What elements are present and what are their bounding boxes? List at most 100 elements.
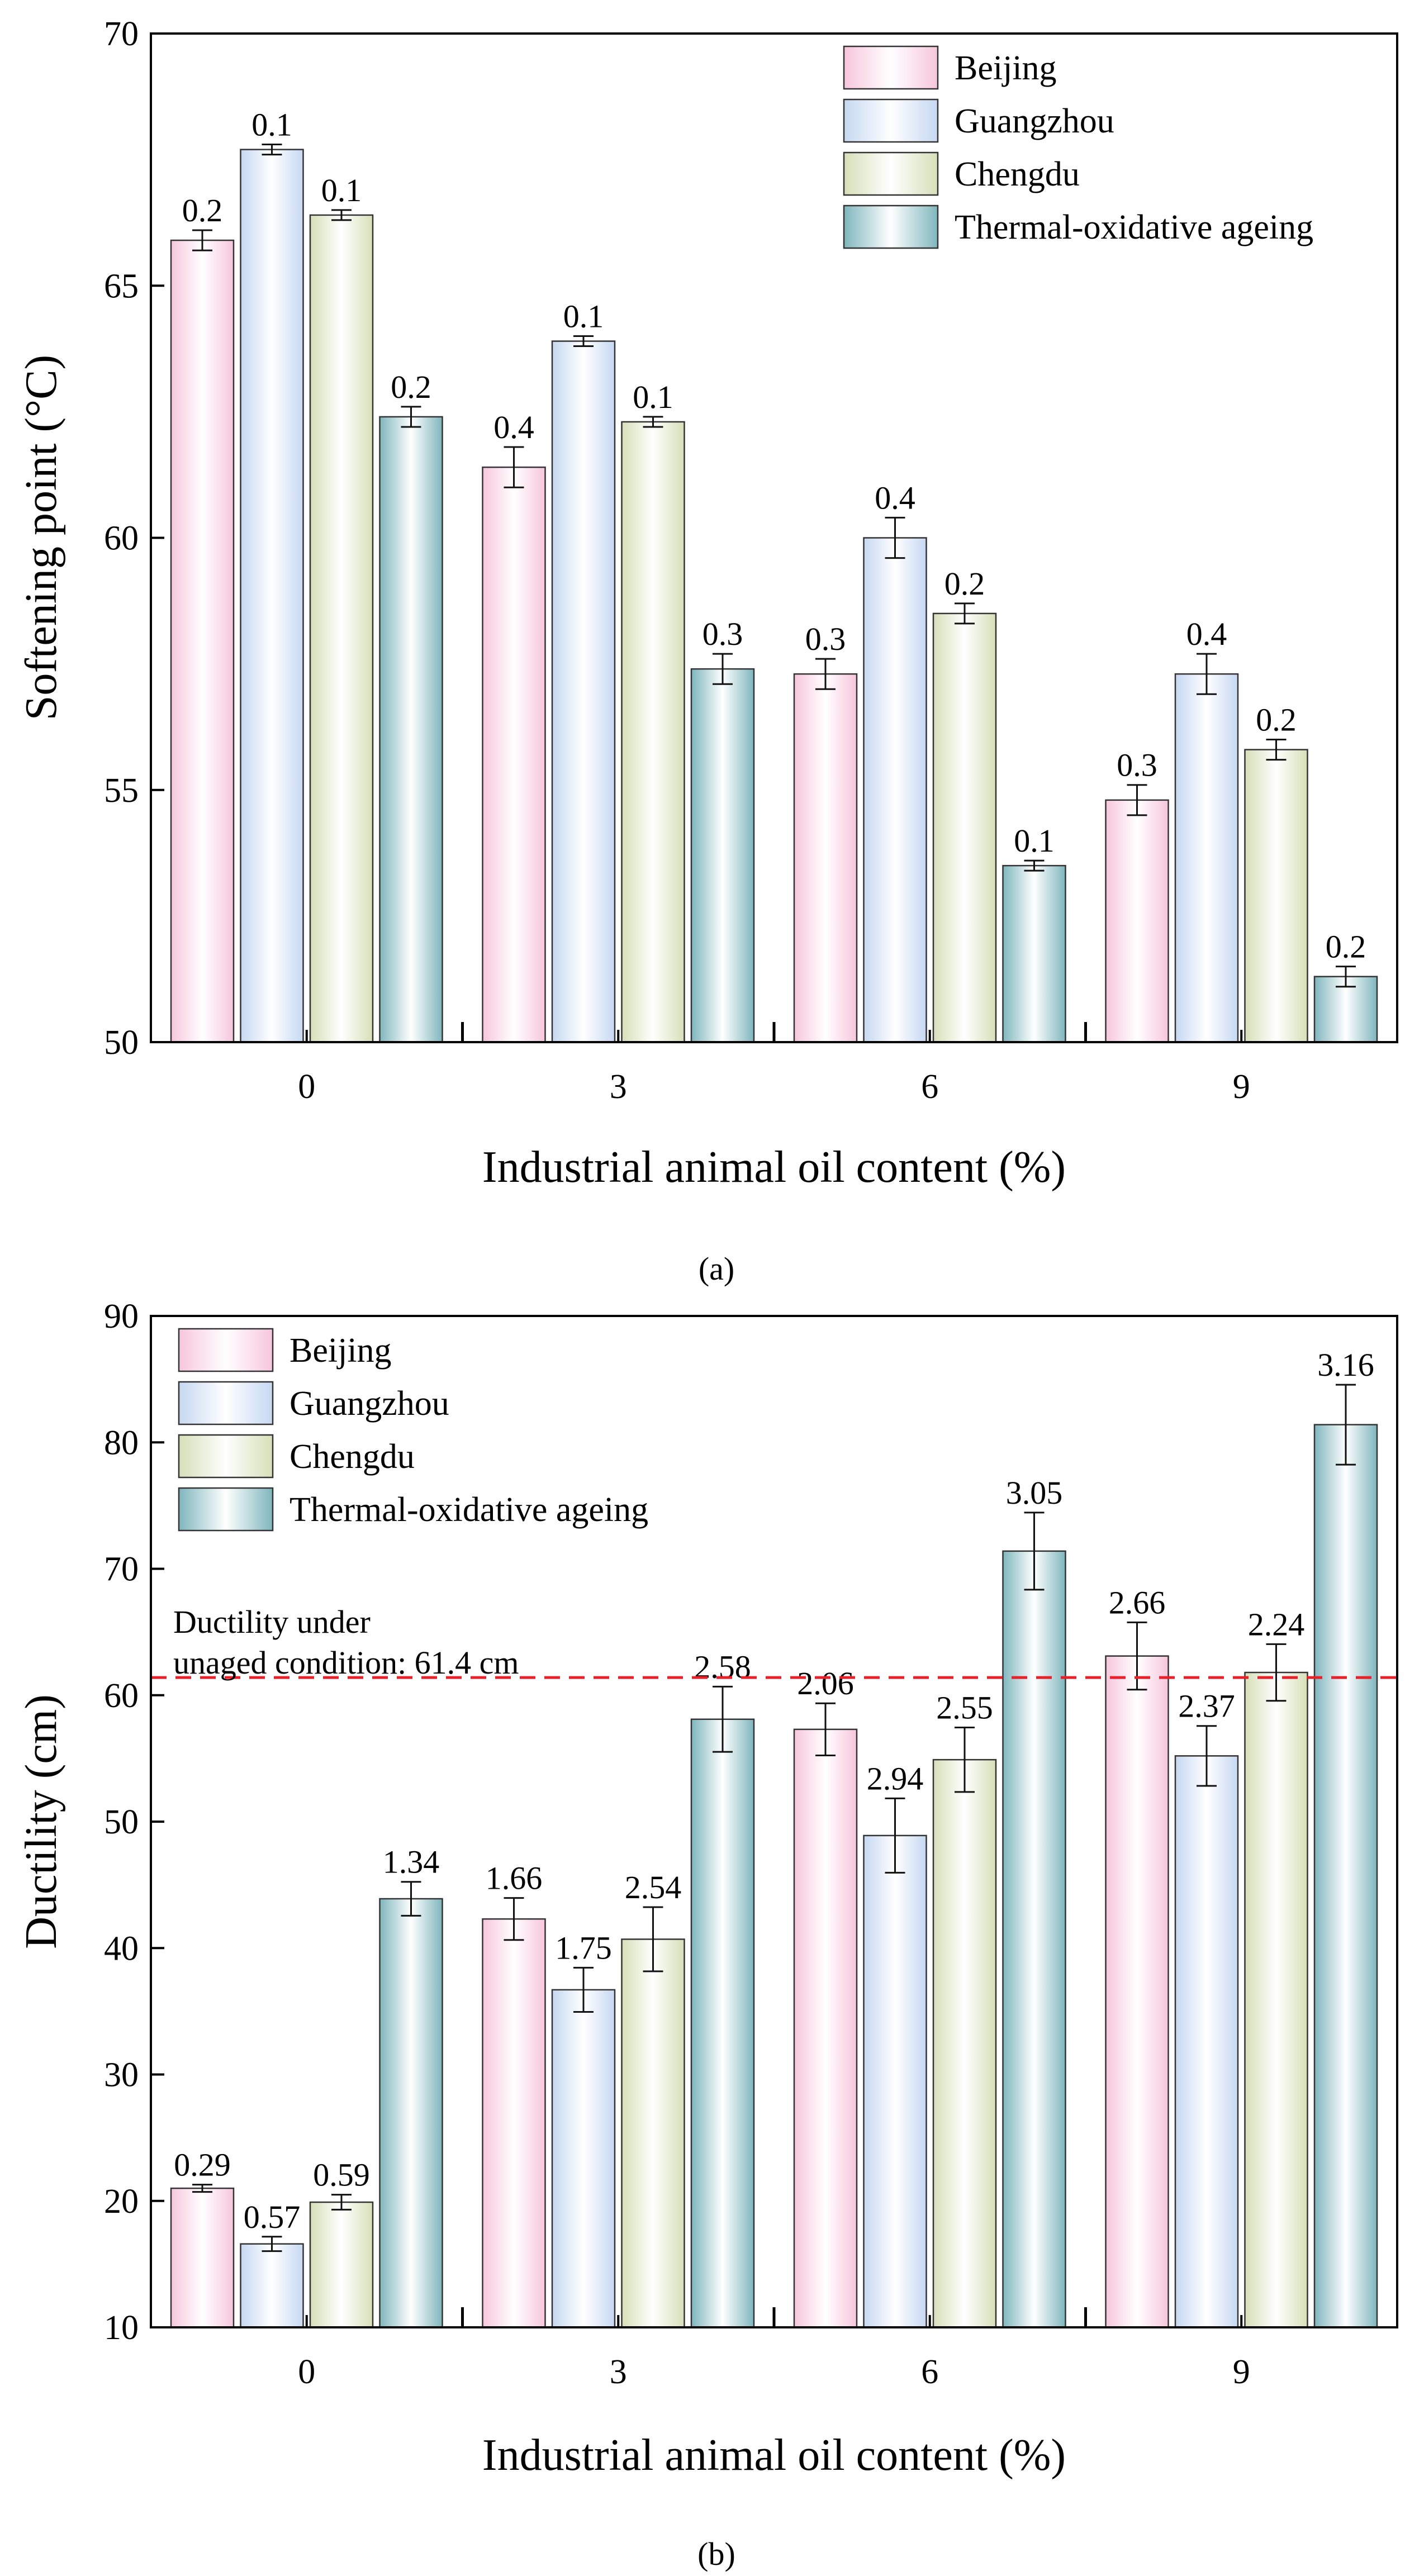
- chart-b-xtick-label: 0: [298, 2353, 315, 2391]
- chart-b-error-label: 2.55: [936, 1689, 993, 1726]
- chart-b-xtick-label: 9: [1233, 2353, 1250, 2391]
- chart-b-legend-label-beijing: Beijing: [289, 1332, 392, 1370]
- chart-a-xtick-label: 0: [298, 1068, 315, 1106]
- chart-a-legend-label-guangzhou: Guangzhou: [955, 102, 1114, 140]
- chart-a-error-label: 0.1: [633, 379, 673, 415]
- chart-b-xtick-label: 3: [610, 2353, 627, 2391]
- chart-a-legend-swatch-beijing: [843, 45, 939, 90]
- chart-b-bar-chengdu-6: [932, 1758, 997, 2328]
- chart-a-error-label: 0.2: [182, 192, 223, 229]
- chart-b-legend-swatch-thermal-oxidative-ageing: [178, 1487, 274, 1532]
- chart-a-bar-guangzhou-3: [551, 340, 616, 1043]
- chart-b-bar-thermal-oxidative-ageing-0: [379, 1898, 443, 2328]
- chart-a-error-label: 0.2: [1256, 702, 1297, 738]
- chart-b-bar-thermal-oxidative-ageing-3: [690, 1718, 755, 2328]
- chart-b-error-label: 2.06: [797, 1665, 854, 1702]
- chart-b-ylabel: Ductility (cm): [17, 1694, 66, 1948]
- chart-a-xtick-label: 9: [1233, 1068, 1250, 1106]
- chart-b-bar-guangzhou-0: [240, 2243, 304, 2328]
- chart-b-ytick-label: 50: [104, 1803, 139, 1841]
- chart-a-bar-beijing-3: [482, 466, 546, 1043]
- chart-a-bar-thermal-oxidative-ageing-6: [1002, 864, 1066, 1043]
- chart-a-legend-label-beijing: Beijing: [955, 49, 1057, 87]
- chart-b-error-label: 0.57: [244, 2199, 301, 2235]
- chart-b-legend-label-thermal-oxidative-ageing: Thermal-oxidative ageing: [289, 1491, 648, 1529]
- chart-a-error-label: 0.1: [1014, 823, 1055, 859]
- chart-a-bars: [170, 149, 1378, 1043]
- chart-b-error-label: 0.29: [174, 2147, 231, 2183]
- chart-a-error-label: 0.1: [251, 107, 292, 143]
- chart-b-bar-chengdu-0: [309, 2201, 374, 2328]
- chart-a-error-label: 0.2: [944, 565, 985, 602]
- chart-b-error-label: 2.37: [1178, 1688, 1235, 1724]
- chart-a-error-label: 0.1: [321, 172, 362, 208]
- chart-b-error-label: 3.16: [1317, 1347, 1374, 1383]
- chart-a-error-label: 0.2: [391, 369, 431, 405]
- chart-b-error-label: 2.66: [1109, 1584, 1166, 1620]
- chart-b-bar-guangzhou-9: [1174, 1755, 1239, 2328]
- chart-a-bar-thermal-oxidative-ageing-0: [379, 416, 443, 1043]
- chart-b-ytick-label: 30: [104, 2056, 139, 2094]
- chart-a-ytick-label: 65: [104, 267, 139, 305]
- chart-a-xtick-label: 3: [610, 1068, 627, 1106]
- chart-b-bar-beijing-3: [482, 1918, 546, 2328]
- chart-b-error-label: 2.58: [694, 1648, 751, 1685]
- chart-b-error-label: 1.66: [486, 1860, 543, 1897]
- chart-a-ytick-label: 70: [104, 15, 139, 53]
- chart-b-legend-label-guangzhou: Guangzhou: [289, 1385, 449, 1423]
- chart-b-caption: (b): [697, 2536, 735, 2572]
- chart-a-bar-beijing-9: [1105, 799, 1169, 1043]
- chart-b-bar-chengdu-9: [1244, 1671, 1308, 2328]
- chart-a-ytick-label: 55: [104, 772, 139, 810]
- chart-b-legend: Beijing Guangzhou Chengdu Thermal-oxidative…: [178, 1328, 648, 1532]
- chart-a-ytick-label: 60: [104, 520, 139, 558]
- chart-a-bar-beijing-6: [793, 673, 858, 1043]
- chart-a-error-label: 0.3: [805, 621, 846, 657]
- chart-a-xlabel: Industrial animal oil content (%): [482, 1143, 1066, 1192]
- chart-a-error-label: 0.4: [493, 409, 534, 445]
- chart-b-bar-beijing-6: [793, 1728, 858, 2328]
- chart-b-error-label: 2.24: [1248, 1606, 1305, 1642]
- chart-b-error-label: 0.59: [313, 2157, 370, 2193]
- reference-annotation-line-2: unaged condition: 61.4 cm: [173, 1645, 519, 1681]
- chart-a-bar-thermal-oxidative-ageing-3: [690, 668, 755, 1043]
- chart-b-ytick-label: 70: [104, 1551, 139, 1589]
- chart-b-legend-swatch-chengdu: [178, 1434, 274, 1479]
- chart-a-error-label: 0.4: [875, 479, 915, 516]
- chart-a-bar-chengdu-6: [932, 612, 997, 1043]
- chart-a-bar-guangzhou-9: [1174, 673, 1239, 1043]
- chart-b-bars: [170, 1424, 1378, 2328]
- chart-a-bar-beijing-0: [170, 239, 235, 1043]
- chart-a-bar-thermal-oxidative-ageing-9: [1313, 976, 1378, 1043]
- chart-a-bar-chengdu-0: [309, 214, 374, 1043]
- chart-b-error-label: 1.75: [555, 1929, 612, 1966]
- chart-b-legend-swatch-beijing: [178, 1328, 274, 1372]
- chart-a-error-bars: 0.2 0.1 0.1 0.2 0.4 0.1 0.1 0.3 0.3 0.4 0.2 0.1 0.3 0…: [182, 107, 1366, 988]
- chart-a-ticks: 0 3 6 9 50 55 60 65 70: [104, 15, 1250, 1106]
- reference-annotation-line-1: Ductility under: [173, 1604, 371, 1640]
- chart-a-legend-swatch-guangzhou: [843, 98, 939, 143]
- chart-b-ytick-label: 60: [104, 1677, 139, 1715]
- chart-b-ticks: 0 3 6 9 10 20 30 40 50 60 70 80 90: [104, 1297, 1250, 2391]
- chart-b-legend-label-chengdu: Chengdu: [289, 1438, 415, 1476]
- chart-a-error-label: 0.3: [702, 616, 743, 652]
- chart-a-xtick-label: 6: [921, 1068, 938, 1106]
- chart-b-bar-beijing-9: [1105, 1655, 1169, 2328]
- chart-b-ytick-label: 10: [104, 2309, 139, 2347]
- chart-a-bar-chengdu-9: [1244, 749, 1308, 1043]
- chart-b-bar-thermal-oxidative-ageing-9: [1313, 1424, 1378, 2328]
- chart-a-ytick-label: 50: [104, 1024, 139, 1062]
- chart-b-error-label: 3.05: [1006, 1475, 1063, 1511]
- chart-b-xlabel: Industrial animal oil content (%): [482, 2431, 1066, 2480]
- chart-a-error-label: 0.2: [1326, 929, 1366, 965]
- chart-b-ytick-label: 20: [104, 2183, 139, 2221]
- chart-b-xtick-label: 6: [921, 2353, 938, 2391]
- chart-a-bar-guangzhou-6: [863, 537, 927, 1043]
- chart-a-legend-swatch-thermal-oxidative-ageing: [843, 205, 939, 249]
- chart-a-error-label: 0.4: [1186, 616, 1227, 652]
- chart-b-ytick-label: 80: [104, 1424, 139, 1462]
- chart-a-bar-guangzhou-0: [240, 149, 304, 1043]
- chart-b-bar-chengdu-3: [621, 1938, 685, 2328]
- chart-b-bar-guangzhou-3: [551, 1989, 616, 2328]
